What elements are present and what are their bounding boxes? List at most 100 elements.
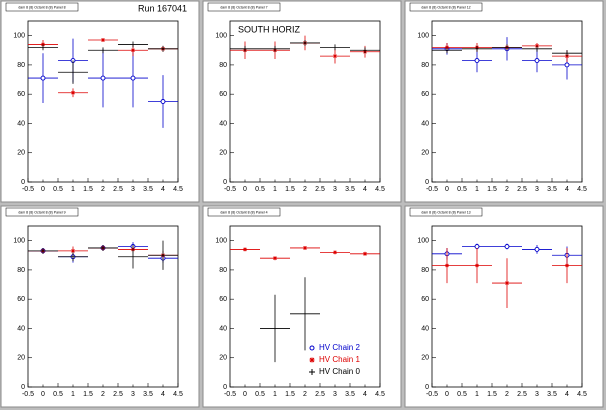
data-point	[462, 48, 492, 73]
marker	[333, 250, 337, 255]
y-tick-label: 40	[421, 120, 429, 127]
y-tick-label: 40	[219, 325, 227, 332]
x-tick-label: 0	[41, 186, 45, 193]
x-tick-label: 2	[303, 391, 307, 398]
marker	[565, 263, 569, 268]
x-tick-label: 2.5	[113, 186, 123, 193]
pad: dam 8 (8) Octant 8 (8) Panel 8 Run 167041…	[0, 0, 200, 203]
data-point	[492, 243, 522, 250]
title-box	[207, 207, 281, 217]
x-tick-label: 3	[535, 391, 539, 398]
y-tick-label: 80	[421, 62, 429, 69]
y-tick-label: 0	[223, 179, 227, 186]
pad: dam 8 (8) Octant 8 (8) Panel 12020406080…	[404, 0, 604, 203]
title-box	[409, 207, 483, 217]
x-tick-label: 0.5	[255, 186, 265, 193]
x-tick-label: 3.5	[547, 391, 557, 398]
y-tick-label: 80	[421, 267, 429, 274]
title-box	[409, 2, 483, 12]
data-point	[320, 48, 350, 64]
pad-title: dam 8 (8) Octant 8 (8) Panel 4	[220, 210, 267, 214]
legend-label: HV Chain 2	[319, 343, 360, 352]
marker	[474, 58, 480, 63]
data-point	[260, 45, 290, 52]
x-tick-label: 3.5	[345, 391, 355, 398]
marker	[504, 244, 510, 249]
x-tick-label: 3.5	[547, 186, 557, 193]
pad-title: dam 8 (8) Octant 8 (8) Panel 12	[421, 5, 470, 9]
x-tick-label: 1	[273, 186, 277, 193]
x-tick-label: 1	[273, 391, 277, 398]
data-point	[58, 88, 88, 98]
data-point	[118, 48, 148, 108]
x-tick-label: 1	[475, 391, 479, 398]
data-point	[290, 277, 320, 351]
data-point	[522, 48, 552, 73]
data-point	[522, 45, 552, 52]
x-tick-label: 1.5	[487, 391, 497, 398]
pad-background	[404, 0, 604, 203]
data-point	[432, 47, 462, 54]
x-tick-label: 1.5	[285, 391, 295, 398]
y-tick-label: 20	[17, 355, 25, 362]
y-tick-label: 0	[425, 384, 429, 391]
x-tick-label: 2	[303, 186, 307, 193]
y-tick-label: 60	[421, 296, 429, 303]
x-tick-label: 0	[445, 391, 449, 398]
x-tick-label: 2	[505, 186, 509, 193]
marker	[534, 58, 540, 63]
data-point	[118, 41, 148, 48]
data-point	[492, 258, 522, 308]
marker	[565, 54, 569, 59]
x-tick-label: 2	[505, 391, 509, 398]
marker	[71, 90, 75, 95]
x-tick-label: 2.5	[517, 186, 527, 193]
y-tick-label: 20	[17, 150, 25, 157]
marker	[564, 62, 570, 68]
data-point	[462, 45, 492, 52]
y-tick-label: 60	[17, 296, 25, 303]
y-tick-label: 20	[421, 355, 429, 362]
x-tick-label: 0.5	[255, 391, 265, 398]
title-box	[207, 2, 281, 12]
y-tick-label: 100	[417, 237, 429, 244]
y-tick-label: 0	[21, 179, 25, 186]
marker	[534, 246, 540, 252]
marker	[445, 263, 449, 268]
y-tick-label: 80	[219, 267, 227, 274]
y-tick-label: 0	[223, 384, 227, 391]
data-point	[320, 250, 350, 255]
pad-title: dam 8 (8) Octant 8 (8) Panel 13	[421, 210, 470, 214]
x-tick-label: 3	[333, 186, 337, 193]
title-box	[5, 207, 79, 217]
data-point	[552, 50, 582, 57]
x-tick-label: 1	[475, 186, 479, 193]
pad: dam 8 (8) Octant 8 (8) Panel 7 SOUTH HORI…	[202, 0, 402, 203]
x-tick-label: 3	[131, 391, 135, 398]
pad: dam 8 (8) Octant 8 (8) Panel 90204060801…	[0, 205, 200, 408]
x-tick-label: -0.5	[224, 186, 236, 193]
x-tick-label: 4	[565, 391, 569, 398]
y-tick-label: 60	[219, 91, 227, 98]
data-point	[88, 47, 118, 54]
x-tick-label: -0.5	[426, 186, 438, 193]
x-tick-label: 0.5	[53, 186, 63, 193]
title-box	[5, 2, 79, 12]
y-tick-label: 100	[13, 32, 25, 39]
pad-background	[202, 0, 402, 203]
data-point	[230, 247, 260, 252]
x-tick-label: 4.5	[577, 391, 587, 398]
x-tick-label: 0	[445, 186, 449, 193]
y-tick-label: 80	[219, 62, 227, 69]
legend-marker	[309, 369, 315, 375]
x-tick-label: 0.5	[457, 391, 467, 398]
data-point	[290, 245, 320, 250]
marker	[131, 48, 135, 53]
x-tick-label: -0.5	[22, 186, 34, 193]
y-tick-label: 40	[17, 325, 25, 332]
y-tick-label: 0	[21, 384, 25, 391]
y-tick-label: 60	[421, 91, 429, 98]
data-point	[88, 38, 118, 43]
marker	[363, 251, 367, 256]
marker	[475, 263, 479, 268]
